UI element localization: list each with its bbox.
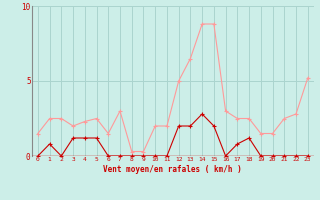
X-axis label: Vent moyen/en rafales ( km/h ): Vent moyen/en rafales ( km/h ) — [103, 165, 242, 174]
